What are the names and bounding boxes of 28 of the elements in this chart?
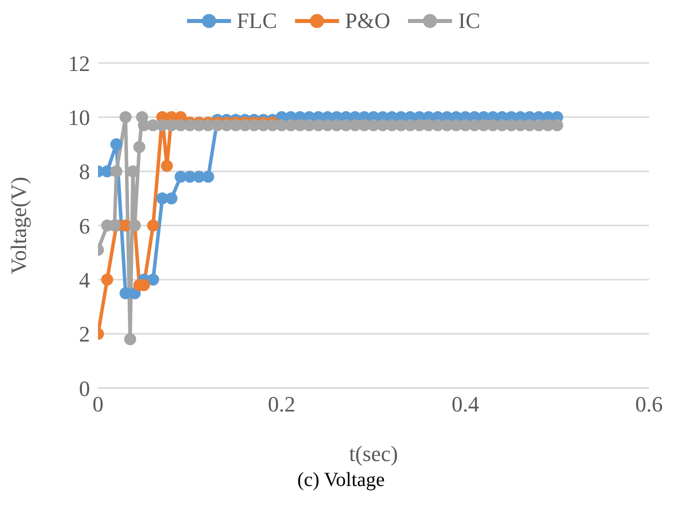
point	[551, 119, 564, 132]
y-axis-title: Voltage(V)	[6, 176, 31, 274]
x-axis-title: t(sec)	[349, 441, 398, 466]
point	[133, 140, 146, 153]
y-tick-label: 6	[79, 213, 90, 238]
point	[120, 111, 132, 124]
y-tick-label: 10	[68, 104, 90, 130]
point	[165, 192, 178, 204]
y-tick-label: 4	[79, 267, 90, 292]
y-tick-label: 2	[79, 322, 90, 347]
point	[147, 220, 160, 232]
point	[202, 170, 214, 183]
point	[147, 274, 160, 286]
legend-label: FLC	[236, 8, 278, 34]
point	[110, 138, 122, 150]
x-tick-label: 0.2	[268, 392, 296, 417]
point	[101, 274, 114, 286]
y-tick-label: 8	[79, 159, 90, 184]
point	[110, 165, 122, 178]
x-tick-label: 0.6	[635, 392, 663, 417]
text: (c) Voltage	[296, 469, 386, 492]
legend-label: P&O	[344, 8, 390, 34]
y-tick-label: 12	[68, 50, 90, 76]
x-tick-label: 0.4	[452, 392, 480, 417]
point	[124, 333, 136, 346]
point	[160, 160, 173, 172]
legend-label: IC	[457, 8, 480, 34]
y-tick-label: 0	[79, 376, 90, 401]
